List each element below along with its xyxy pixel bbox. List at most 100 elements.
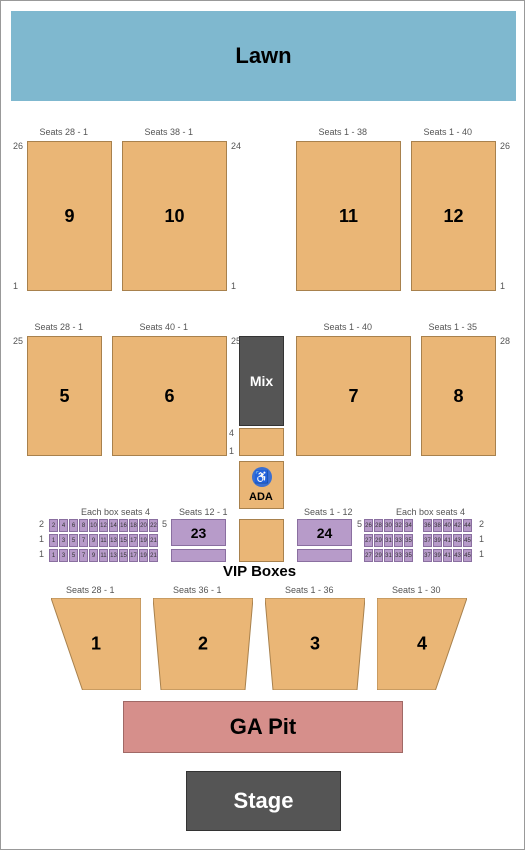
vip-box-seat[interactable]: 45 xyxy=(463,549,472,562)
seat-range-label: Seats 1 - 35 xyxy=(429,322,478,332)
vip-box-seat[interactable]: 35 xyxy=(404,534,413,547)
vip-box-seat[interactable]: 15 xyxy=(119,549,128,562)
row-label: 1 xyxy=(229,446,234,456)
ga-pit[interactable]: GA Pit xyxy=(123,701,403,753)
vip-box-seat[interactable]: 14 xyxy=(109,519,118,532)
vip-box-seat[interactable]: 2 xyxy=(49,519,58,532)
seating-chart: Lawn GA Pit Stage 9Seats 28 - 126110Seat… xyxy=(0,0,525,850)
seat-range-label: Seats 28 - 1 xyxy=(35,322,84,332)
vip-box-seat[interactable]: 13 xyxy=(109,549,118,562)
vip-box-seat[interactable]: 17 xyxy=(129,534,138,547)
vip-box-seat[interactable]: 5 xyxy=(69,534,78,547)
section-23-row[interactable] xyxy=(171,549,226,562)
seat-range-label: Seats 28 - 1 xyxy=(66,585,115,595)
vip-box-seat[interactable]: 27 xyxy=(364,549,373,562)
vip-box-label: Each box seats 4 xyxy=(396,507,465,517)
row-label: 5 xyxy=(357,519,362,529)
vip-box-seat[interactable]: 36 xyxy=(423,519,432,532)
section-23[interactable]: 23 xyxy=(171,519,226,546)
vip-box-seat[interactable]: 43 xyxy=(453,534,462,547)
vip-box-seat[interactable]: 11 xyxy=(99,549,108,562)
vip-box-seat[interactable]: 27 xyxy=(364,534,373,547)
vip-box-seat[interactable]: 5 xyxy=(69,549,78,562)
section-number: 1 xyxy=(91,634,101,655)
section-number: 2 xyxy=(198,634,208,655)
section-5[interactable]: 5 xyxy=(27,336,102,456)
vip-box-seat[interactable]: 31 xyxy=(384,534,393,547)
section-10[interactable]: 10 xyxy=(122,141,227,291)
section-below-mix[interactable] xyxy=(239,428,284,456)
vip-box-seat[interactable]: 38 xyxy=(433,519,442,532)
vip-box-seat[interactable]: 3 xyxy=(59,534,68,547)
vip-box-seat[interactable]: 21 xyxy=(149,534,158,547)
section-24[interactable]: 24 xyxy=(297,519,352,546)
vip-box-seat[interactable]: 1 xyxy=(49,549,58,562)
section-1[interactable]: 1 xyxy=(51,598,141,690)
vip-box-seat[interactable]: 12 xyxy=(99,519,108,532)
vip-box-seat[interactable]: 37 xyxy=(423,549,432,562)
section-2[interactable]: 2 xyxy=(153,598,253,690)
section-8[interactable]: 8 xyxy=(421,336,496,456)
vip-box-seat[interactable]: 40 xyxy=(443,519,452,532)
vip-box-seat[interactable]: 15 xyxy=(119,534,128,547)
vip-box-seat[interactable]: 4 xyxy=(59,519,68,532)
vip-box-seat[interactable]: 19 xyxy=(139,534,148,547)
vip-box-seat[interactable]: 29 xyxy=(374,534,383,547)
section-7[interactable]: 7 xyxy=(296,336,411,456)
vip-box-seat[interactable]: 9 xyxy=(89,534,98,547)
vip-box-seat[interactable]: 8 xyxy=(79,519,88,532)
vip-box-seat[interactable]: 34 xyxy=(404,519,413,532)
section-6[interactable]: 6 xyxy=(112,336,227,456)
vip-box-seat[interactable]: 28 xyxy=(374,519,383,532)
section-number: 8 xyxy=(453,386,463,407)
vip-box-seat[interactable]: 7 xyxy=(79,534,88,547)
vip-box-seat[interactable]: 33 xyxy=(394,549,403,562)
vip-box-seat[interactable]: 41 xyxy=(443,549,452,562)
vip-box-seat[interactable]: 22 xyxy=(149,519,158,532)
vip-box-seat[interactable]: 30 xyxy=(384,519,393,532)
vip-box-seat[interactable]: 32 xyxy=(394,519,403,532)
vip-box-seat[interactable]: 18 xyxy=(129,519,138,532)
seat-range-label: Seats 1 - 30 xyxy=(392,585,441,595)
vip-box-seat[interactable]: 13 xyxy=(109,534,118,547)
section-number: 9 xyxy=(64,206,74,227)
vip-box-seat[interactable]: 17 xyxy=(129,549,138,562)
vip-box-seat[interactable]: 42 xyxy=(453,519,462,532)
vip-box-seat[interactable]: 37 xyxy=(423,534,432,547)
section-number: 12 xyxy=(443,206,463,227)
lawn-section[interactable]: Lawn xyxy=(11,11,516,101)
vip-box-seat[interactable]: 1 xyxy=(49,534,58,547)
vip-box-seat[interactable]: 26 xyxy=(364,519,373,532)
vip-box-seat[interactable]: 6 xyxy=(69,519,78,532)
vip-box-seat[interactable]: 29 xyxy=(374,549,383,562)
vip-box-seat[interactable]: 33 xyxy=(394,534,403,547)
vip-box-seat[interactable]: 11 xyxy=(99,534,108,547)
section-12[interactable]: 12 xyxy=(411,141,496,291)
vip-box-seat[interactable]: 10 xyxy=(89,519,98,532)
vip-box-seat[interactable]: 35 xyxy=(404,549,413,562)
vip-box-seat[interactable]: 44 xyxy=(463,519,472,532)
row-label: 26 xyxy=(500,141,510,151)
vip-box-seat[interactable]: 21 xyxy=(149,549,158,562)
vip-box-seat[interactable]: 19 xyxy=(139,549,148,562)
seat-range-label: Seats 1 - 40 xyxy=(324,322,373,332)
vip-box-seat[interactable]: 41 xyxy=(443,534,452,547)
vip-box-seat[interactable]: 31 xyxy=(384,549,393,562)
vip-box-seat[interactable]: 39 xyxy=(433,549,442,562)
section-9[interactable]: 9 xyxy=(27,141,112,291)
vip-box-seat[interactable]: 43 xyxy=(453,549,462,562)
row-label: 26 xyxy=(13,141,23,151)
vip-box-seat[interactable]: 45 xyxy=(463,534,472,547)
row-label: 24 xyxy=(231,141,241,151)
section-11[interactable]: 11 xyxy=(296,141,401,291)
vip-box-seat[interactable]: 20 xyxy=(139,519,148,532)
seat-range-label: Seats 28 - 1 xyxy=(40,127,89,137)
vip-box-seat[interactable]: 39 xyxy=(433,534,442,547)
vip-box-seat[interactable]: 16 xyxy=(119,519,128,532)
vip-box-seat[interactable]: 9 xyxy=(89,549,98,562)
vip-box-seat[interactable]: 7 xyxy=(79,549,88,562)
vip-box-seat[interactable]: 3 xyxy=(59,549,68,562)
section-3[interactable]: 3 xyxy=(265,598,365,690)
section-24-row[interactable] xyxy=(297,549,352,562)
section-4[interactable]: 4 xyxy=(377,598,467,690)
